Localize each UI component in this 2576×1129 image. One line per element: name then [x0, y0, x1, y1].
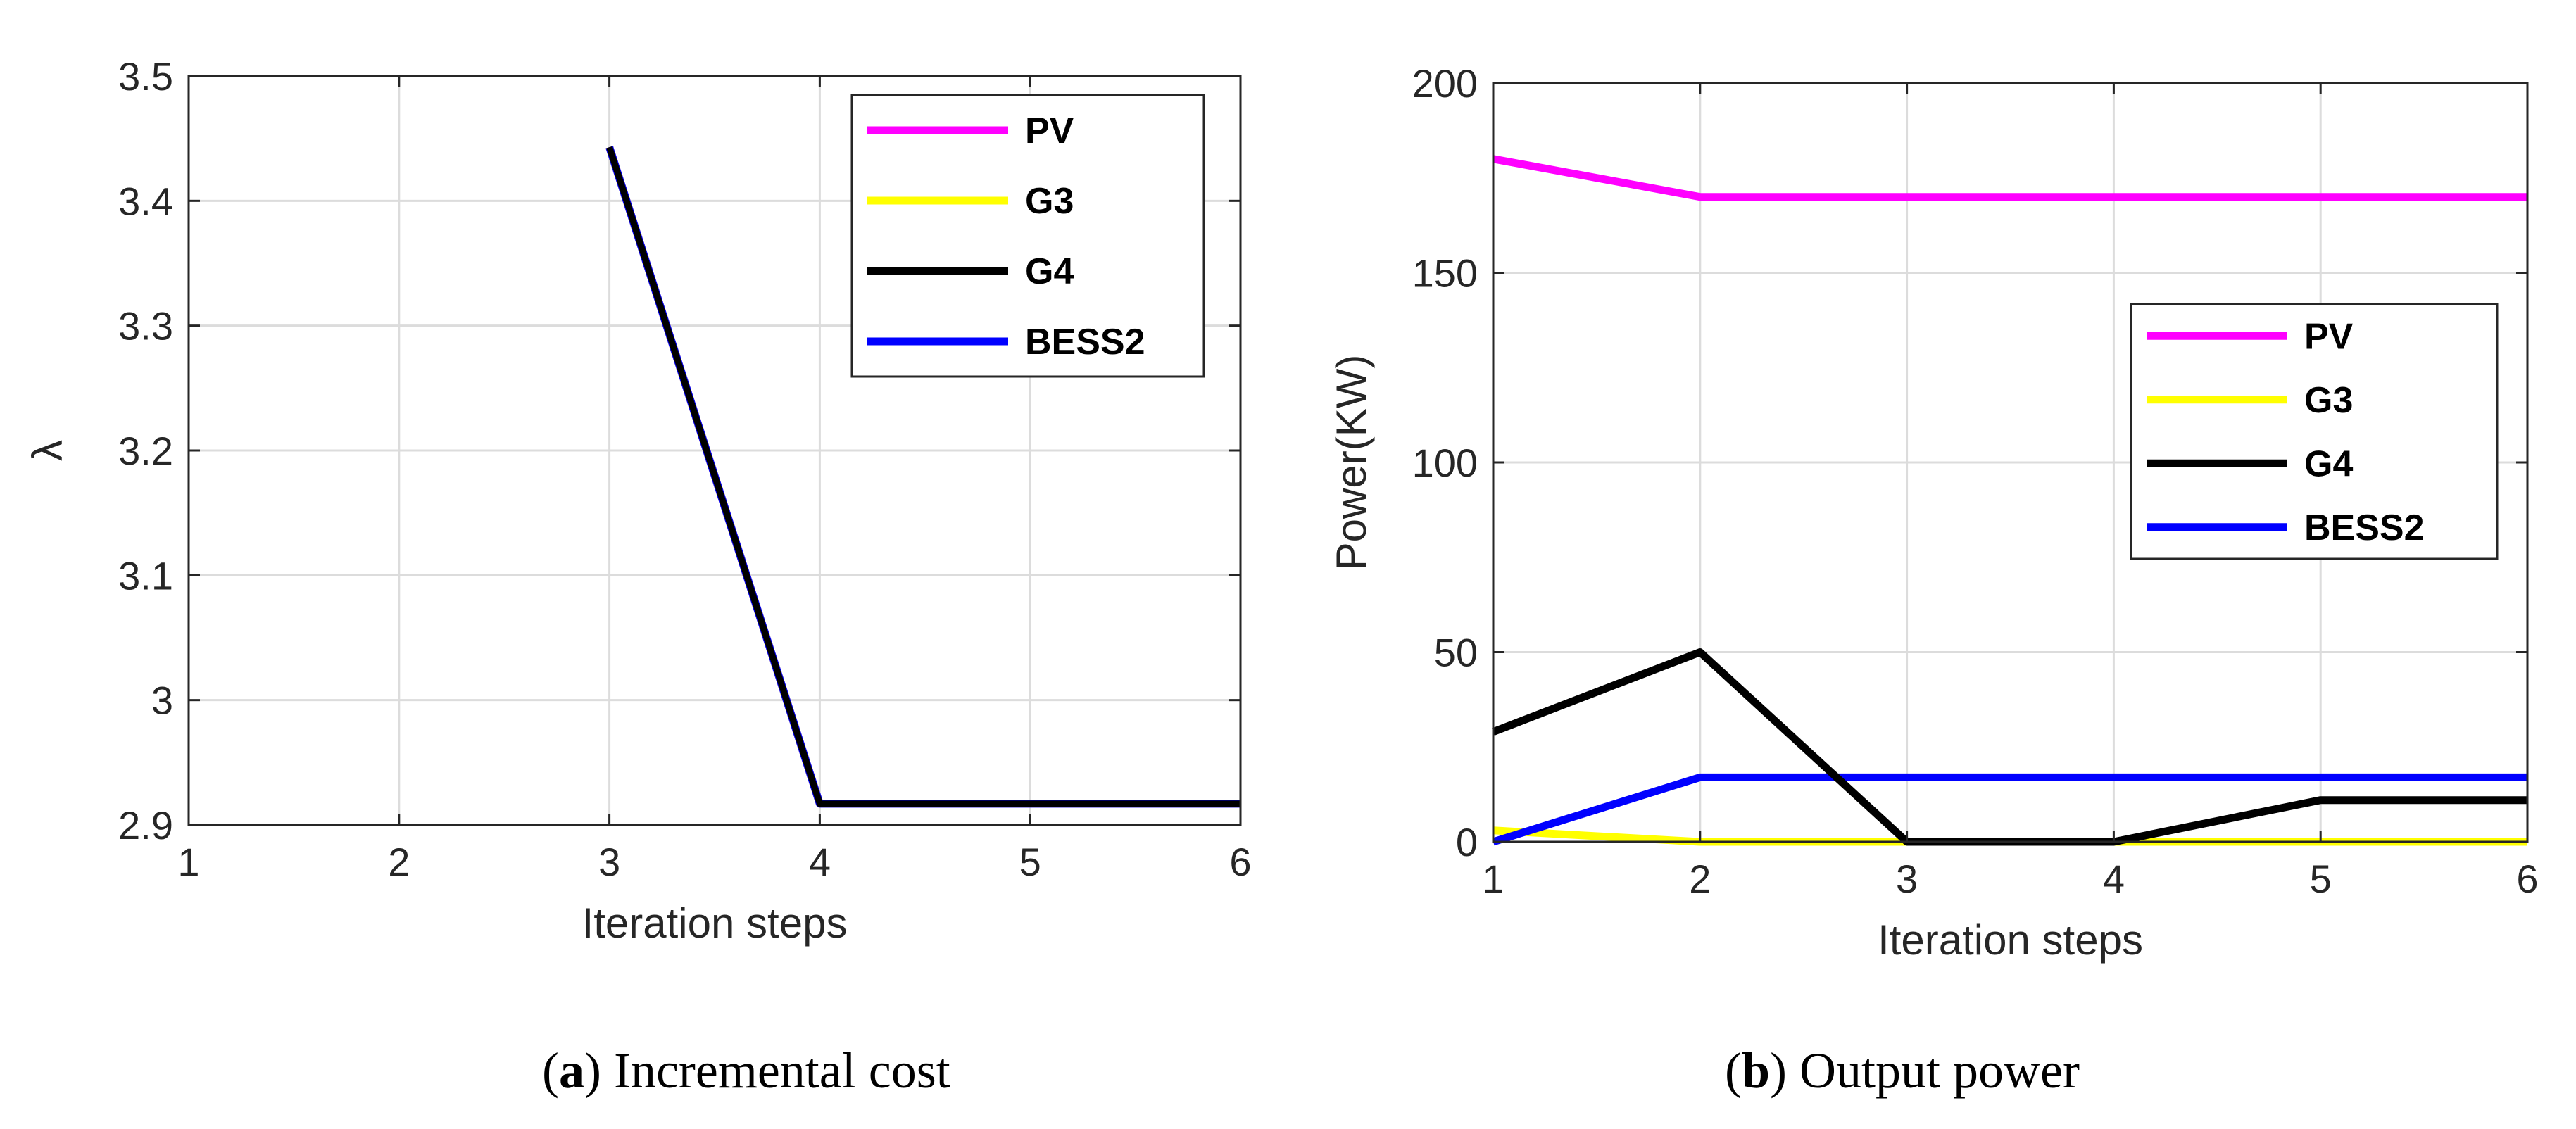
caption-b-text: Output power	[1799, 1042, 2080, 1099]
caption-b-letter: b	[1741, 1042, 1771, 1099]
y-axis-label: λ	[24, 440, 71, 461]
caption-a-text: Incremental cost	[613, 1042, 950, 1099]
legend-label-g3: G3	[2304, 380, 2353, 421]
y-tick-label: 100	[1412, 441, 1478, 485]
caption-b: (b) Output power	[1725, 1042, 2080, 1099]
y-tick-label: 150	[1412, 251, 1478, 296]
y-tick-label: 3.1	[118, 553, 173, 598]
legend-label-pv: PV	[2304, 316, 2354, 357]
x-tick-label: 4	[2103, 857, 2125, 901]
legend-label-g4: G4	[1025, 251, 1074, 292]
y-tick-label: 3.3	[118, 304, 173, 348]
y-tick-label: 200	[1412, 61, 1478, 106]
legend-box	[850, 94, 1205, 378]
x-tick-label: 2	[388, 840, 410, 884]
x-tick-label: 5	[2310, 857, 2332, 901]
x-tick-label: 3	[598, 840, 620, 884]
y-tick-label: 0	[1456, 820, 1478, 864]
legend-box	[2130, 303, 2499, 560]
x-tick-label: 3	[1896, 857, 1918, 901]
y-tick-label: 3.2	[118, 429, 173, 473]
y-axis-label: Power(KW)	[1328, 355, 1375, 571]
y-tick-label: 2.9	[118, 803, 173, 847]
caption-a-letter: a	[558, 1042, 584, 1099]
legend-label-bess2: BESS2	[2304, 507, 2425, 548]
legend-label-g3: G3	[1025, 181, 1074, 222]
x-tick-label: 1	[1482, 857, 1504, 901]
x-tick-label: 4	[809, 840, 831, 884]
x-tick-label: 5	[1019, 840, 1041, 884]
series-line-pv	[1493, 155, 2527, 201]
legend-label-g4: G4	[2304, 443, 2353, 484]
legend-label-pv: PV	[1025, 111, 1074, 151]
caption-a: (a) Incremental cost	[542, 1042, 950, 1099]
series-line-g4	[606, 146, 1240, 807]
y-tick-label: 3.4	[118, 179, 173, 223]
legend-label-bess2: BESS2	[1025, 322, 1145, 362]
x-tick-label: 6	[1229, 840, 1251, 884]
y-tick-label: 3	[151, 679, 173, 723]
x-tick-label: 1	[177, 840, 199, 884]
y-tick-label: 3.5	[118, 54, 173, 99]
x-tick-label: 2	[1689, 857, 1711, 901]
series-line-bess2	[1492, 773, 2527, 846]
x-axis-label: Iteration steps	[1878, 916, 2143, 964]
x-axis-label: Iteration steps	[582, 900, 848, 947]
x-tick-label: 6	[2516, 857, 2538, 901]
y-tick-label: 50	[1434, 631, 1478, 675]
